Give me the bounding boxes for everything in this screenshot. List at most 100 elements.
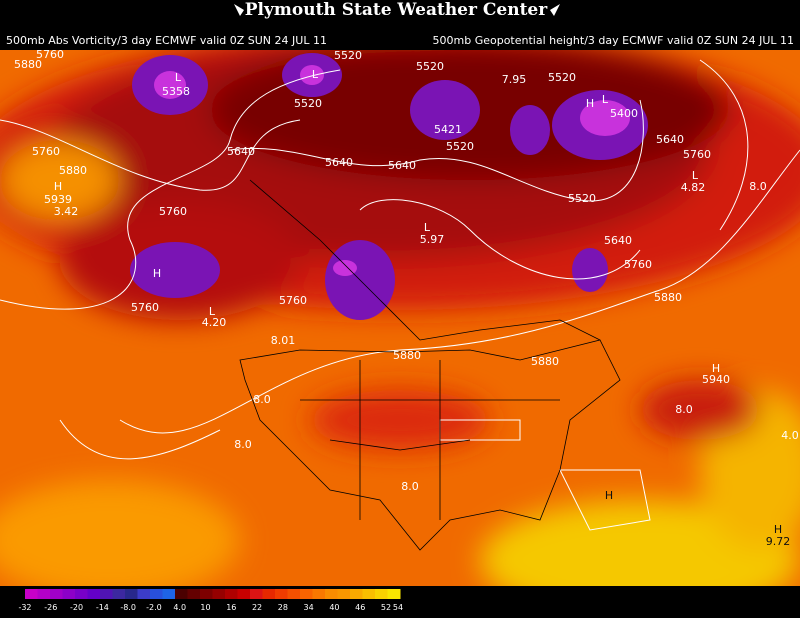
colorbar-label: -2.0	[146, 603, 162, 612]
map-label: 5760	[159, 205, 187, 218]
map-label: 5939	[44, 193, 72, 206]
map-label: 8.01	[271, 334, 296, 347]
map-label: 8.0	[675, 403, 693, 416]
map-label: 5.97	[420, 233, 445, 246]
map-label: 5880	[14, 58, 42, 71]
colorbar-label: 4.0	[173, 603, 186, 612]
colorbar-swatch	[125, 589, 138, 599]
colorbar-swatch	[162, 589, 176, 599]
map-label: 8.0	[401, 480, 419, 493]
colorbar-swatch	[350, 589, 363, 599]
map-label: 5760	[683, 148, 711, 161]
colorbar-label: 54	[393, 603, 403, 612]
field	[0, 50, 800, 586]
map-label: 5358	[162, 85, 190, 98]
colorbar-label: -26	[44, 603, 57, 612]
colorbar-swatch	[187, 589, 201, 599]
colorbar-label: 28	[278, 603, 288, 612]
colorbar-swatch	[75, 589, 88, 599]
map-label: 5421	[434, 123, 462, 136]
colorbar-label: 34	[304, 603, 314, 612]
map-label: L	[424, 221, 431, 234]
colorbar-swatch	[312, 589, 326, 599]
colorbar-swatch	[325, 589, 338, 599]
map-label: 5520	[446, 140, 474, 153]
map-label: 5880	[531, 355, 559, 368]
map-label: 5640	[604, 234, 632, 247]
colorbar-label: 10	[200, 603, 210, 612]
colorbar-swatch	[87, 589, 101, 599]
map-label: 4.20	[202, 316, 227, 329]
colorbar-label: -8.0	[120, 603, 136, 612]
colorbar-swatch	[262, 589, 276, 599]
map-label: 8.0	[253, 393, 271, 406]
left-caption: 500mb Abs Vorticity/3 day ECMWF valid 0Z…	[6, 34, 327, 47]
map-label: L	[175, 71, 182, 84]
map-label: 5760	[624, 258, 652, 271]
map-label: 4.82	[681, 181, 706, 194]
map-label: H	[153, 267, 161, 280]
colorbar-label: -14	[96, 603, 109, 612]
map-label: L	[209, 305, 216, 318]
map-label: 5760	[32, 145, 60, 158]
map-label: H	[54, 180, 62, 193]
map-label: L	[312, 68, 319, 81]
map-label: 5520	[294, 97, 322, 110]
map-label: H	[605, 489, 613, 502]
colorbar-swatch	[275, 589, 288, 599]
colorbar-swatch	[387, 589, 401, 599]
colorbar-swatch	[175, 589, 188, 599]
colorbar-swatch	[37, 589, 51, 599]
map-label: 5880	[393, 349, 421, 362]
colorbar-label: 52	[381, 603, 391, 612]
colorbar-swatch	[112, 589, 126, 599]
colorbar-label: 22	[252, 603, 262, 612]
colorbar-swatch	[375, 589, 388, 599]
map-label: 5400	[610, 107, 638, 120]
map-label: 5520	[416, 60, 444, 73]
colorbar-swatch	[100, 589, 113, 599]
colorbar-swatch	[237, 589, 251, 599]
map-label: L	[692, 169, 699, 182]
colorbar-swatch	[212, 589, 226, 599]
colorbar-swatch	[362, 589, 376, 599]
colorbar-swatch	[250, 589, 263, 599]
colorbar-label: 40	[329, 603, 339, 612]
map-label: 7.95	[502, 73, 527, 86]
colorbar-label: -32	[18, 603, 31, 612]
colorbar-swatch	[50, 589, 63, 599]
map-label: 5760	[131, 301, 159, 314]
colorbar-swatch	[287, 589, 301, 599]
map-label: 5760	[36, 48, 64, 61]
map-label: 9.72	[766, 535, 791, 548]
map-label: 3.42	[54, 205, 79, 218]
map-label: 8.0	[749, 180, 767, 193]
right-caption: 500mb Geopotential height/3 day ECMWF va…	[433, 34, 795, 47]
map-label: 5640	[656, 133, 684, 146]
map-label: H	[712, 362, 720, 375]
map-label: 5520	[334, 49, 362, 62]
map-label: 5640	[325, 156, 353, 169]
map-label: 5640	[227, 145, 255, 158]
colorbar-swatch	[300, 589, 313, 599]
map-label: 5880	[654, 291, 682, 304]
map-label: 5640	[388, 159, 416, 172]
map-label: 5520	[568, 192, 596, 205]
map-label: 5760	[279, 294, 307, 307]
colorbar-swatch	[225, 589, 238, 599]
colorbar-swatch	[25, 589, 38, 599]
colorbar-label: 46	[355, 603, 365, 612]
colorbar-label: -20	[70, 603, 83, 612]
map-label: 5940	[702, 373, 730, 386]
map-label: 5520	[548, 71, 576, 84]
map-label: 4.0	[781, 429, 799, 442]
colorbar-swatch	[200, 589, 213, 599]
map-label: 5880	[59, 164, 87, 177]
title: Plymouth State Weather Center	[245, 0, 548, 20]
colorbar-swatch	[62, 589, 76, 599]
colorbar-swatch	[337, 589, 351, 599]
colorbar-swatch	[137, 589, 151, 599]
colorbar-swatch	[150, 589, 163, 599]
